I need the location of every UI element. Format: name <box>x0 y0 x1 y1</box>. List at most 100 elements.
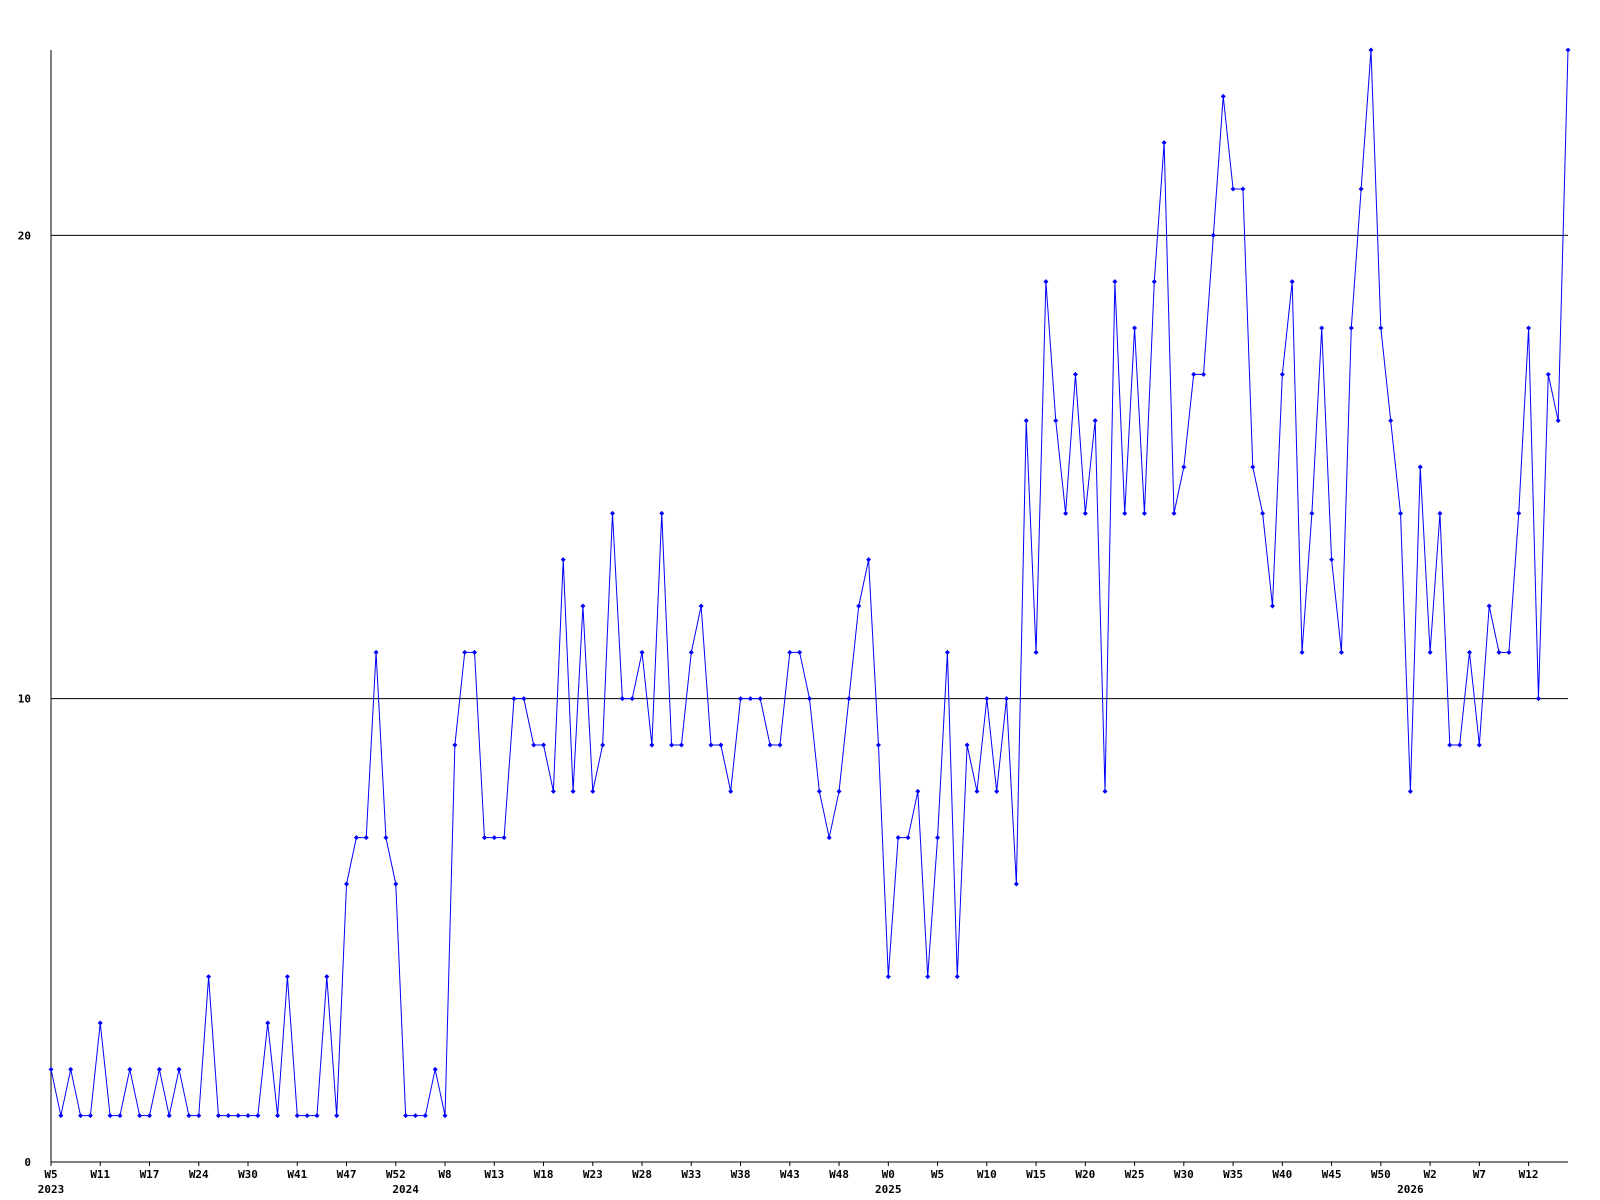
x-tick-label: W13 <box>484 1168 504 1181</box>
point <box>1063 510 1069 516</box>
point <box>747 696 753 702</box>
x-tick-label: W24 <box>189 1168 209 1181</box>
point <box>1319 325 1325 331</box>
point <box>1368 47 1374 53</box>
point <box>866 557 872 563</box>
point <box>501 835 507 841</box>
point <box>1457 742 1463 748</box>
x-tick-label: W15 <box>1026 1168 1046 1181</box>
point <box>1496 649 1502 655</box>
point <box>1181 464 1187 470</box>
point <box>639 649 645 655</box>
point <box>1082 510 1088 516</box>
point <box>1072 371 1078 377</box>
point <box>974 788 980 794</box>
point <box>669 742 675 748</box>
x-tick-label: W12 <box>1519 1168 1539 1181</box>
point <box>137 1113 143 1119</box>
point <box>728 788 734 794</box>
point <box>1043 279 1049 285</box>
point <box>1151 279 1157 285</box>
x-tick-label: W17 <box>140 1168 160 1181</box>
point <box>659 510 665 516</box>
point <box>787 649 793 655</box>
point <box>580 603 586 609</box>
point <box>915 788 921 794</box>
point <box>1565 47 1571 53</box>
year-label: 2026 <box>1397 1183 1424 1196</box>
x-tick-label: W35 <box>1223 1168 1243 1181</box>
point <box>1053 418 1059 424</box>
point <box>1092 418 1098 424</box>
point <box>1191 371 1197 377</box>
point <box>314 1113 320 1119</box>
point <box>678 742 684 748</box>
point <box>1535 696 1541 702</box>
point <box>156 1066 162 1072</box>
x-tick-label: W28 <box>632 1168 652 1181</box>
point <box>1506 649 1512 655</box>
point <box>994 788 1000 794</box>
point <box>698 603 704 609</box>
point <box>206 974 212 980</box>
point <box>649 742 655 748</box>
point <box>767 742 773 748</box>
point <box>1476 742 1482 748</box>
point <box>531 742 537 748</box>
x-tick-label: W25 <box>1125 1168 1145 1181</box>
point <box>984 696 990 702</box>
point <box>1398 510 1404 516</box>
point <box>1289 279 1295 285</box>
point <box>1122 510 1128 516</box>
point <box>1526 325 1532 331</box>
point <box>895 835 901 841</box>
x-tick-label: W5 <box>931 1168 944 1181</box>
point <box>196 1113 202 1119</box>
point <box>432 1066 438 1072</box>
x-tick-label: W10 <box>977 1168 997 1181</box>
point <box>609 510 615 516</box>
point <box>48 1066 54 1072</box>
point <box>1201 371 1207 377</box>
point <box>127 1066 133 1072</box>
point <box>1417 464 1423 470</box>
point <box>1516 510 1522 516</box>
y-tick-label: 0 <box>24 1156 31 1169</box>
point <box>1437 510 1443 516</box>
point <box>1427 649 1433 655</box>
point <box>481 835 487 841</box>
point <box>1378 325 1384 331</box>
point <box>954 974 960 980</box>
point <box>925 974 931 980</box>
point <box>905 835 911 841</box>
point <box>1004 696 1010 702</box>
x-tick-label: W41 <box>287 1168 307 1181</box>
point <box>1250 464 1256 470</box>
point <box>176 1066 182 1072</box>
point <box>550 788 556 794</box>
point <box>452 742 458 748</box>
point <box>1486 603 1492 609</box>
point <box>1329 557 1335 563</box>
point <box>363 835 369 841</box>
point <box>1260 510 1266 516</box>
point <box>619 696 625 702</box>
point <box>1407 788 1413 794</box>
point <box>117 1113 123 1119</box>
point <box>718 742 724 748</box>
point <box>324 974 330 980</box>
point <box>491 835 497 841</box>
x-tick-label: W43 <box>780 1168 800 1181</box>
point <box>1279 371 1285 377</box>
x-tick-label: W23 <box>583 1168 603 1181</box>
point <box>1388 418 1394 424</box>
point <box>284 974 290 980</box>
point <box>885 974 891 980</box>
year-label: 2024 <box>392 1183 419 1196</box>
point <box>541 742 547 748</box>
point <box>511 696 517 702</box>
x-tick-label: W52 <box>386 1168 406 1181</box>
point <box>1309 510 1315 516</box>
x-tick-label: W2 <box>1423 1168 1436 1181</box>
